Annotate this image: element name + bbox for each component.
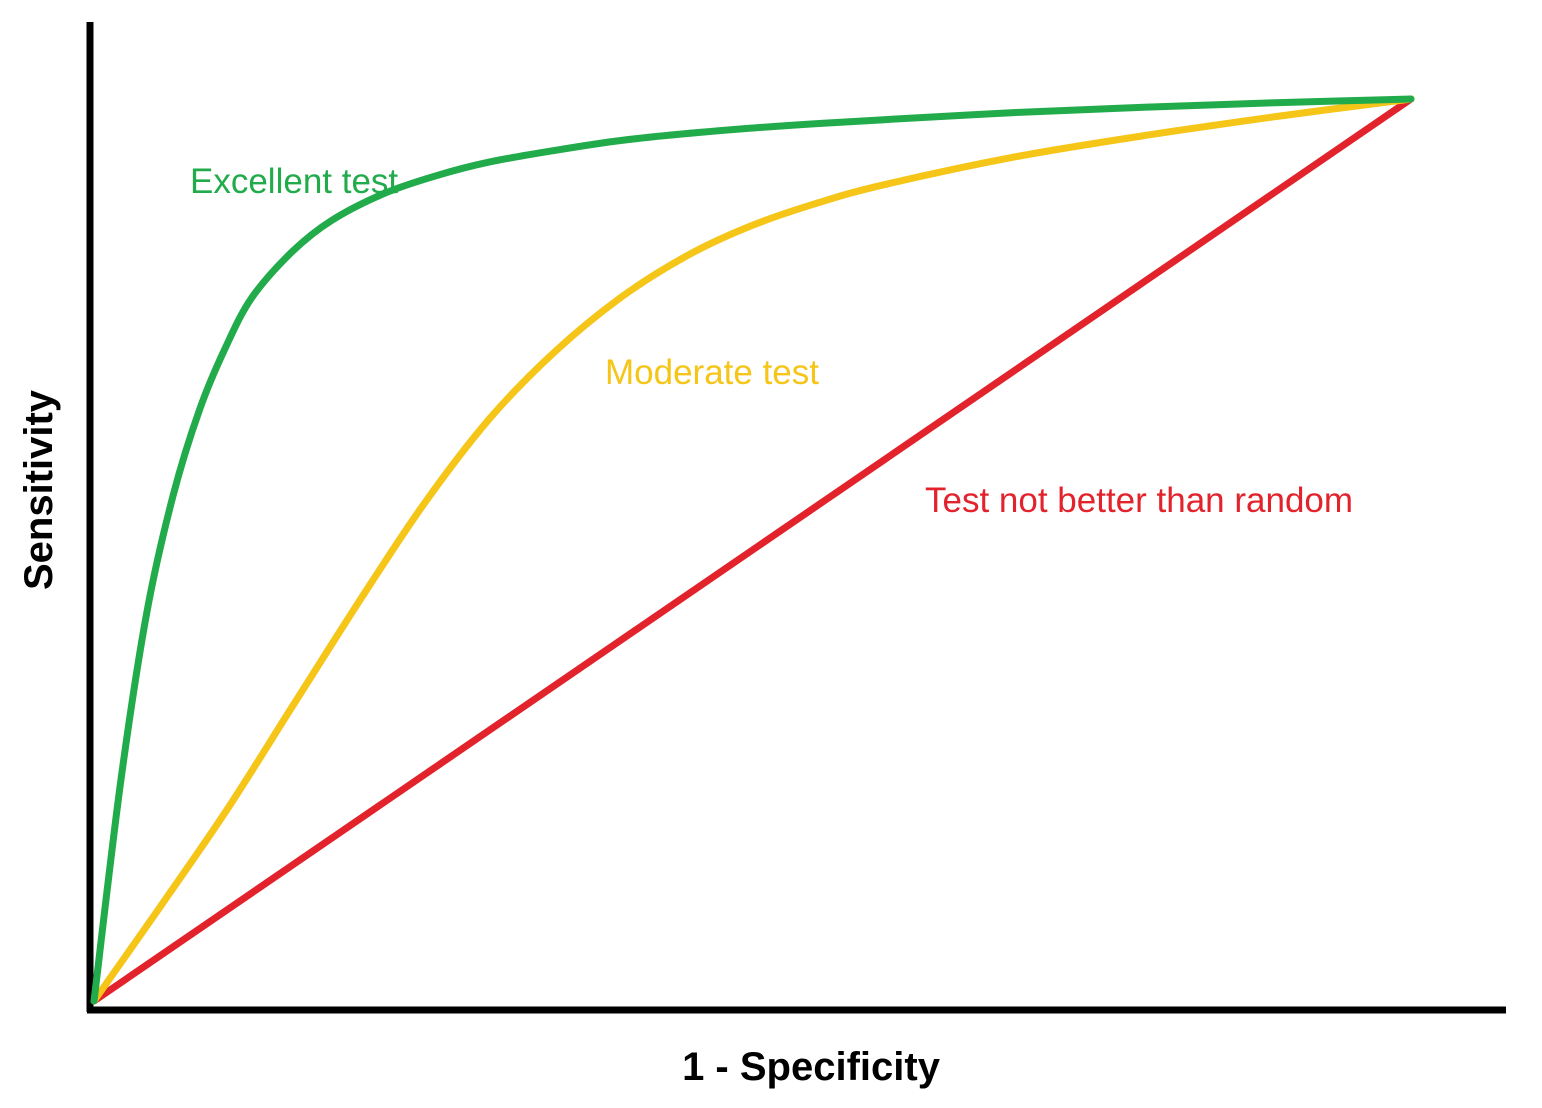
x-axis-title: 1 - Specificity [682,1045,941,1089]
series-layer [90,95,1415,1005]
series-line-moderate [90,95,1415,1005]
series-line-excellent [90,95,1415,1005]
series-label-moderate: Moderate test [605,353,819,392]
series-label-random: Test not better than random [925,481,1353,520]
y-axis-title: Sensitivity [17,389,61,590]
series-label-excellent: Excellent test [190,162,398,201]
series-line-random [90,95,1415,1005]
